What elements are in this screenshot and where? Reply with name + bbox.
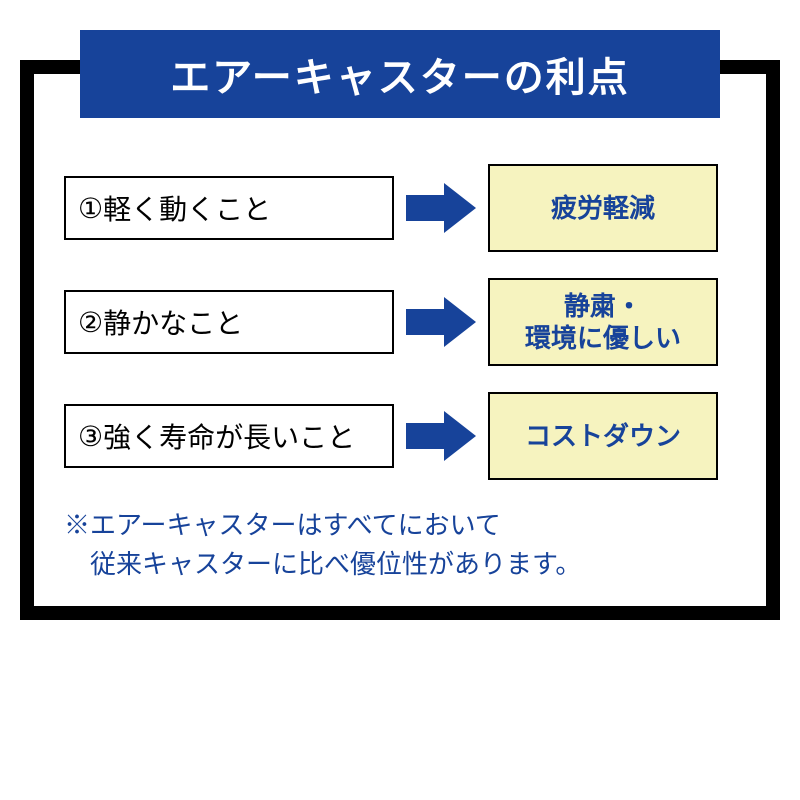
- feature-box-1: ①軽く動くこと: [64, 176, 394, 240]
- title-text: エアーキャスターの利点: [170, 45, 630, 103]
- row-2: ②静かなこと 静粛・ 環境に優しい: [64, 278, 736, 366]
- benefit-text-3: コストダウン: [525, 420, 681, 453]
- content-frame: エアーキャスターの利点 ①軽く動くこと 疲労軽減 ②静かなこと: [20, 60, 780, 620]
- arrow-icon: [406, 183, 476, 233]
- arrow-icon: [406, 411, 476, 461]
- feature-index-2: ②: [78, 306, 103, 339]
- benefit-box-3: コストダウン: [488, 392, 718, 480]
- benefit-box-2: 静粛・ 環境に優しい: [488, 278, 718, 366]
- feature-text-2: 静かなこと: [103, 302, 243, 342]
- feature-index-3: ③: [78, 420, 103, 453]
- row-1: ①軽く動くこと 疲労軽減: [64, 164, 736, 252]
- benefit-box-1: 疲労軽減: [488, 164, 718, 252]
- feature-text-3: 強く寿命が長いこと: [103, 416, 355, 456]
- footnote: ※エアーキャスターはすべてにおいて 従来キャスターに比べ優位性があります。: [64, 506, 736, 584]
- feature-index-1: ①: [78, 192, 103, 225]
- arrow-icon: [406, 297, 476, 347]
- page: エアーキャスターの利点 ①軽く動くこと 疲労軽減 ②静かなこと: [0, 0, 800, 800]
- benefit-text-2: 静粛・ 環境に優しい: [525, 290, 681, 355]
- feature-box-2: ②静かなこと: [64, 290, 394, 354]
- row-3: ③強く寿命が長いこと コストダウン: [64, 392, 736, 480]
- feature-box-3: ③強く寿命が長いこと: [64, 404, 394, 468]
- rows-container: ①軽く動くこと 疲労軽減 ②静かなこと 静粛・ 環境に優しい: [64, 164, 736, 480]
- feature-text-1: 軽く動くこと: [103, 188, 271, 228]
- benefit-text-1: 疲労軽減: [551, 192, 655, 225]
- title-bar: エアーキャスターの利点: [80, 30, 720, 118]
